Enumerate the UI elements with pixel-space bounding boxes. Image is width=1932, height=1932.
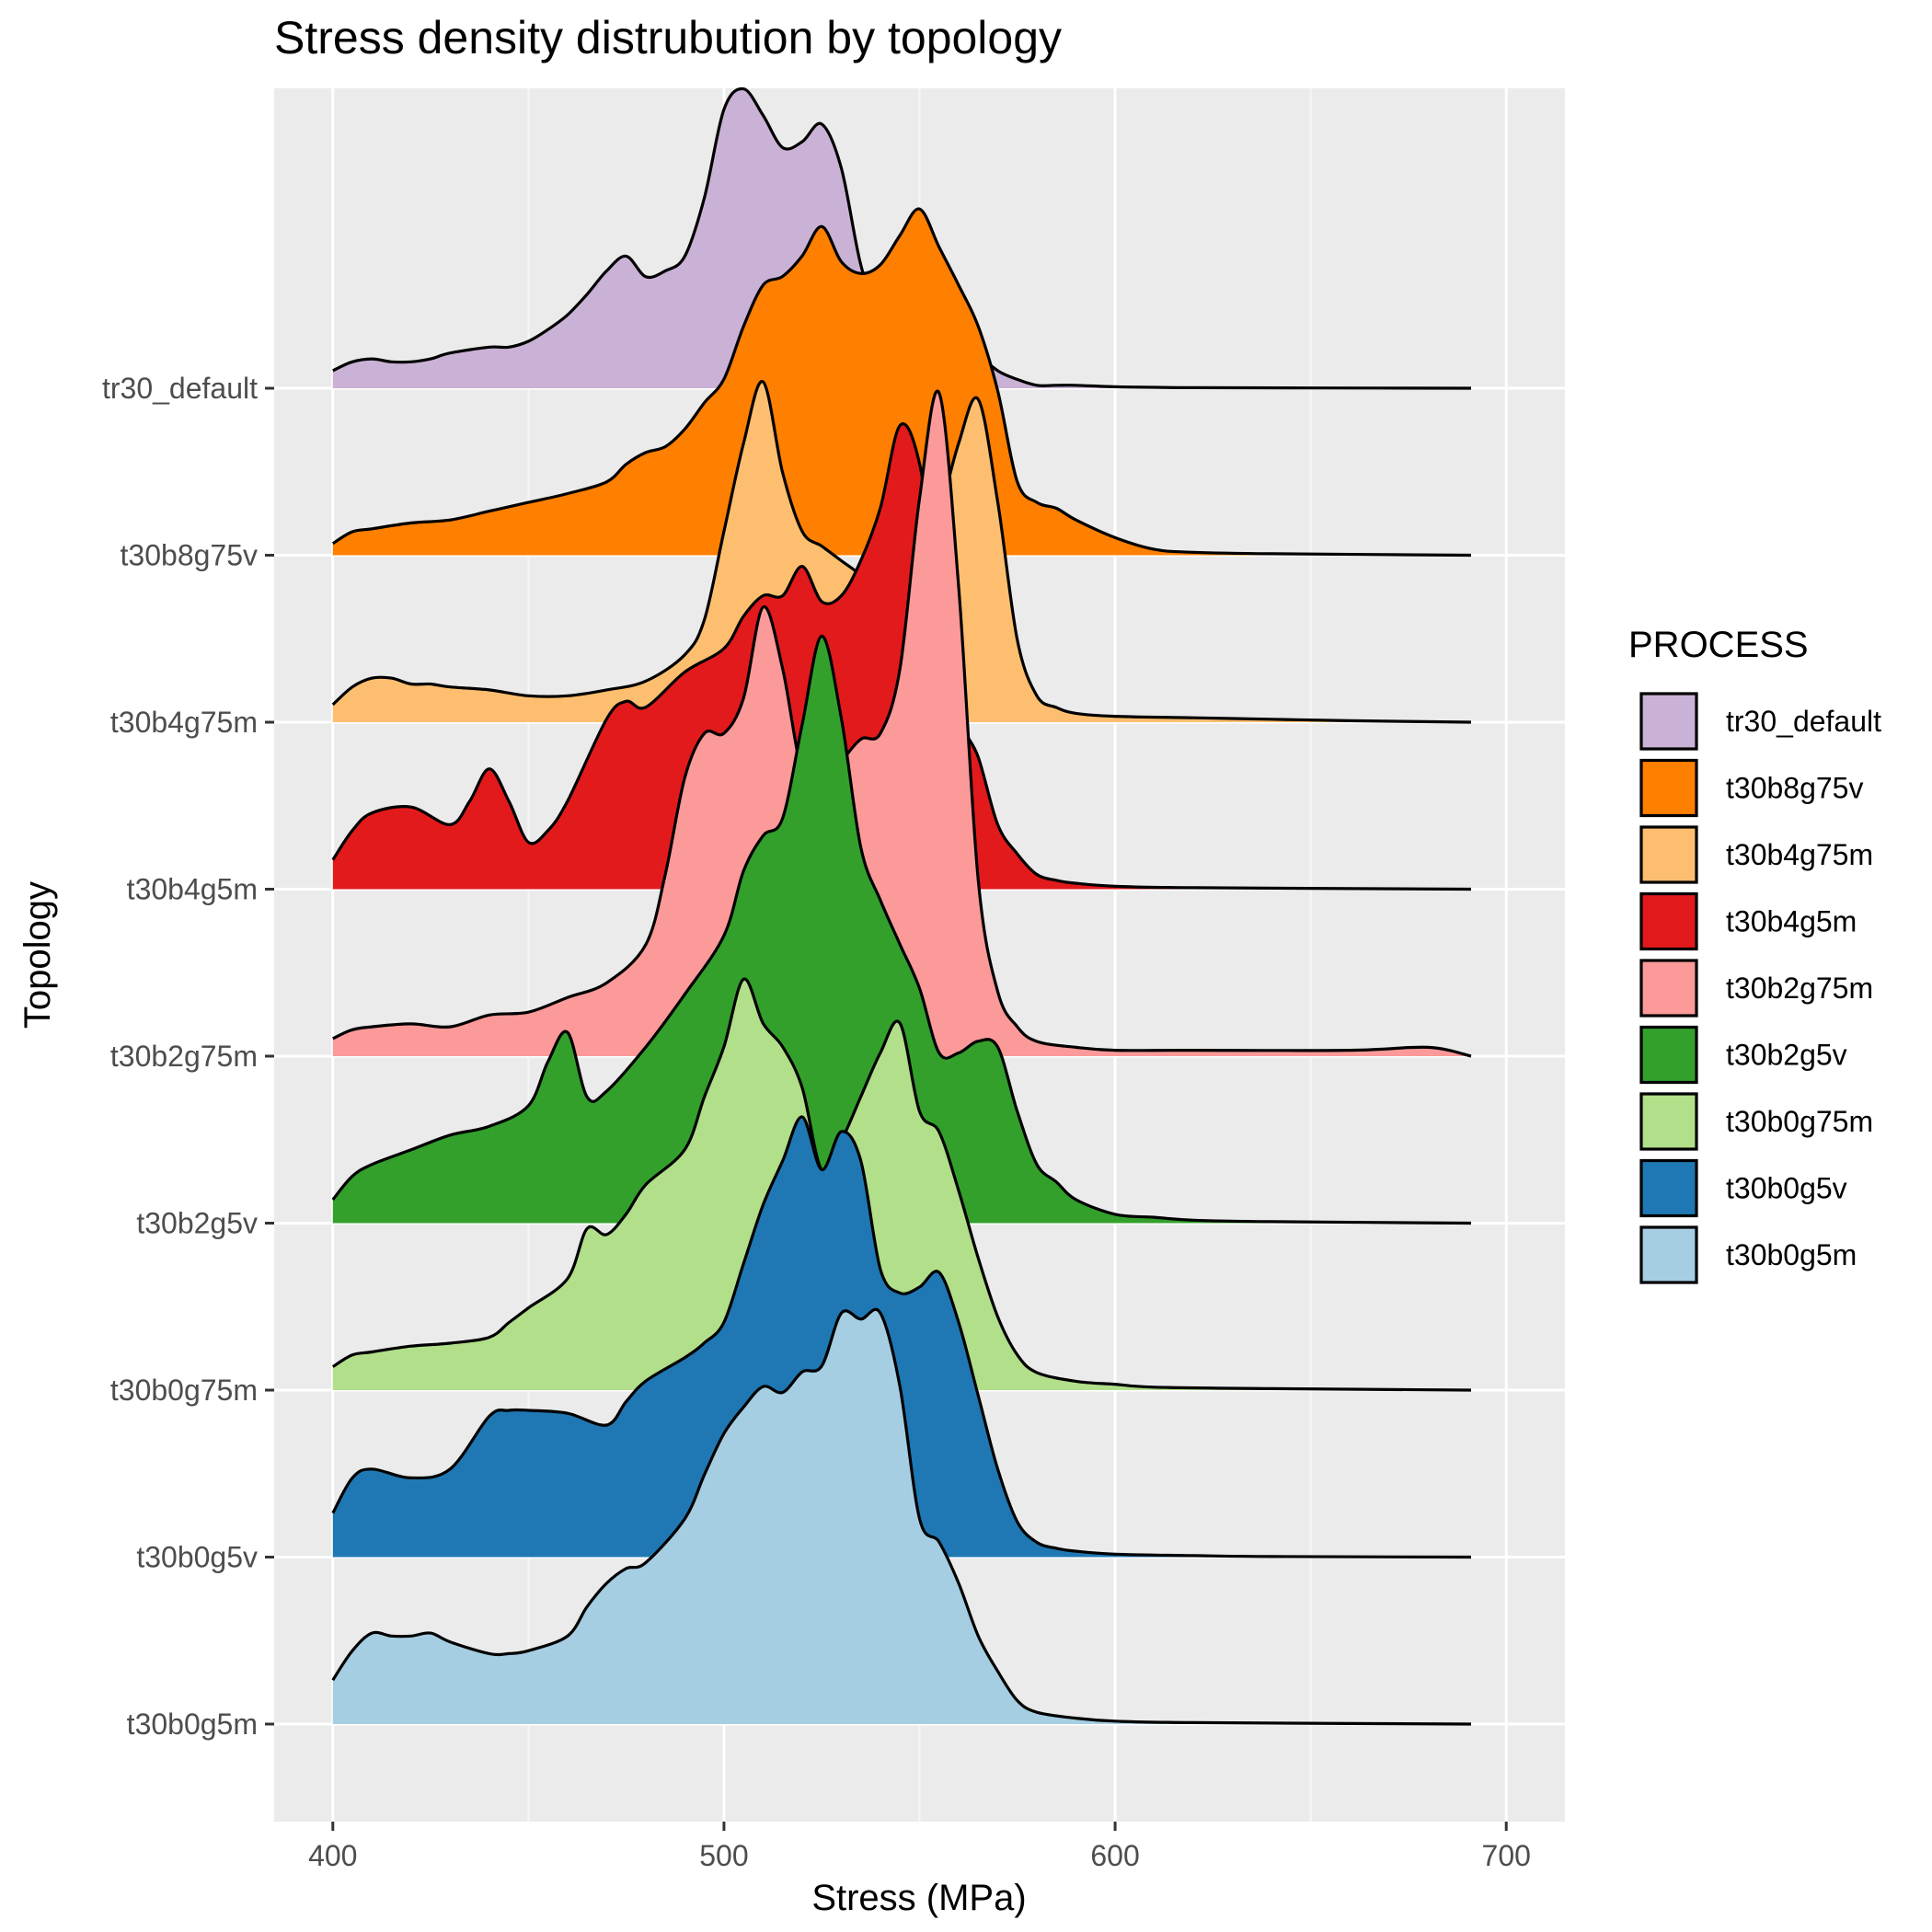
ridge-tr30_default (332, 86, 1472, 390)
legend-swatch (1639, 891, 1698, 951)
ridge-line-t30b8g75v (331, 207, 1472, 558)
ridge-line-t30b0g5v (331, 1115, 1472, 1559)
ridge-area-t30b0g5m (332, 1309, 1471, 1724)
legend-swatch (1639, 959, 1698, 1018)
legend-label: t30b4g5m (1726, 905, 1857, 938)
legend-item-t30b4g75m: t30b4g75m (1639, 825, 1873, 884)
ridge-t30b8g75v (331, 207, 1472, 558)
y-tick-label: t30b0g75m (110, 1374, 258, 1407)
x-tick-label: 500 (699, 1839, 748, 1872)
x-tick-label: 600 (1090, 1839, 1139, 1872)
ridge-area-t30b0g75m (332, 979, 1471, 1390)
legend-item-t30b4g5m: t30b4g5m (1639, 891, 1857, 951)
ridge-t30b0g5m (331, 1307, 1472, 1726)
ridge-line-t30b2g5v (331, 634, 1472, 1225)
legend-item-t30b2g5v: t30b2g5v (1639, 1025, 1847, 1085)
chart-title: Stress density distrubution by topology (274, 12, 1062, 63)
ridge-line-t30b0g5m (331, 1307, 1472, 1726)
legend-item-tr30_default: tr30_default (1639, 692, 1881, 751)
legend-swatch (1639, 825, 1698, 884)
y-axis-title: Topology (17, 881, 58, 1029)
legend-swatch (1639, 1158, 1698, 1218)
legend-item-t30b0g5v: t30b0g5v (1639, 1158, 1847, 1218)
y-axis: tr30_default t30b8g75v t30b4g75m t30b4g5m t3… (102, 372, 274, 1741)
y-tick-label: t30b2g75m (110, 1040, 258, 1073)
legend-label: t30b4g75m (1726, 838, 1873, 871)
legend-label: t30b0g5v (1726, 1172, 1847, 1205)
legend: PROCESS tr30_default t30b8g75v t30b4g75m t3… (1628, 625, 1881, 1284)
x-axis: 400 500 600 700 (308, 1822, 1531, 1872)
legend-swatch (1639, 1225, 1698, 1284)
legend-label: t30b2g75m (1726, 972, 1873, 1005)
y-tick-label: t30b0g5v (136, 1541, 258, 1574)
legend-label: t30b2g5v (1726, 1039, 1847, 1072)
ridge-area-t30b0g5v (332, 1116, 1471, 1558)
y-tick-label: t30b2g5v (136, 1207, 258, 1240)
legend-swatch (1639, 758, 1698, 818)
legend-swatch (1639, 692, 1698, 751)
ridge-area-t30b8g75v (332, 208, 1471, 556)
legend-label: t30b0g5m (1726, 1238, 1857, 1271)
ridge-area-tr30_default (332, 88, 1471, 389)
x-tick-label: 700 (1482, 1839, 1531, 1872)
ridges (331, 86, 1472, 1726)
legend-title: PROCESS (1628, 625, 1809, 665)
y-tick-label: t30b4g5m (127, 873, 258, 906)
legend-swatch (1639, 1025, 1698, 1085)
ridge-line-t30b0g75m (331, 977, 1472, 1392)
legend-swatch (1639, 1092, 1698, 1151)
ridge-t30b0g5v (331, 1115, 1472, 1559)
ridge-line-t30b4g5m (331, 422, 1472, 891)
legend-label: t30b0g75m (1726, 1105, 1873, 1138)
legend-item-t30b2g75m: t30b2g75m (1639, 959, 1873, 1018)
y-tick-label: t30b0g5m (127, 1708, 258, 1741)
y-tick-label: t30b4g75m (110, 706, 258, 739)
ridge-line-t30b4g75m (331, 380, 1472, 724)
legend-label: t30b8g75v (1726, 772, 1863, 805)
y-tick-label: tr30_default (102, 372, 258, 405)
x-axis-title: Stress (MPa) (811, 1878, 1026, 1918)
legend-label: tr30_default (1726, 705, 1881, 738)
legend-item-t30b8g75v: t30b8g75v (1639, 758, 1863, 818)
y-tick-label: t30b8g75v (121, 539, 258, 572)
legend-item-t30b0g75m: t30b0g75m (1639, 1092, 1873, 1151)
ridge-line-tr30_default (332, 86, 1472, 390)
x-tick-label: 400 (308, 1839, 357, 1872)
ridge-t30b0g75m (331, 977, 1472, 1392)
ridge-area-t30b2g75m (332, 391, 1471, 1057)
legend-item-t30b0g5m: t30b0g5m (1639, 1225, 1857, 1284)
